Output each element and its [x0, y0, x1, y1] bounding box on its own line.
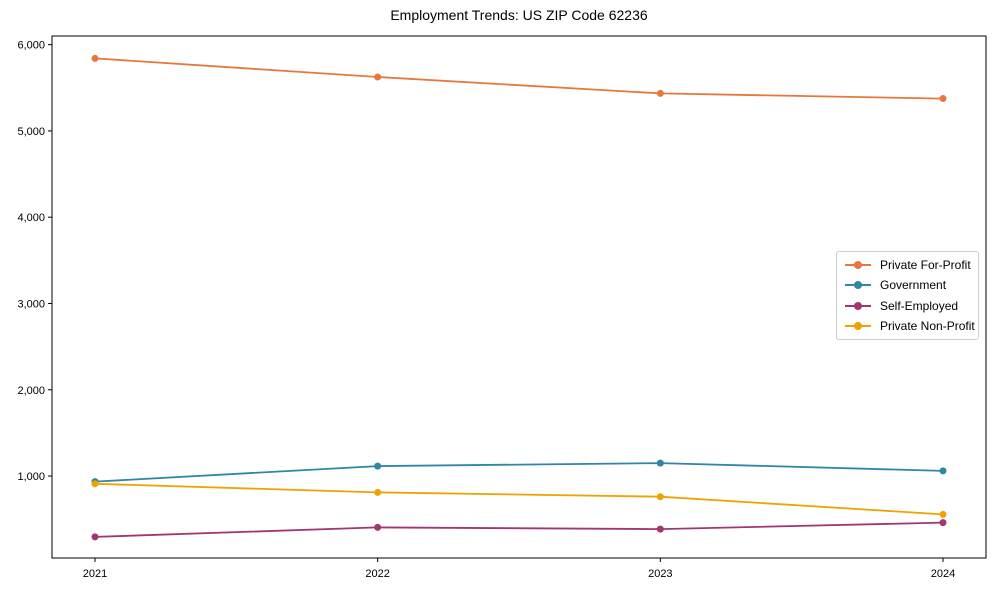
- chart-title: Employment Trends: US ZIP Code 62236: [390, 7, 648, 23]
- data-point-self-employed: [656, 525, 664, 533]
- legend-entry-private-for-profit: Private For-Profit: [845, 255, 974, 275]
- legend-entry-private-non-profit: Private Non-Profit: [845, 316, 975, 336]
- data-point-private-for-profit: [656, 89, 664, 97]
- legend-swatch-dot: [854, 281, 862, 290]
- data-point-private-for-profit: [374, 73, 382, 81]
- data-point-private-non-profit: [939, 510, 947, 518]
- x-tick-label: 2023: [648, 568, 672, 580]
- legend-label-private-non-profit: Private Non-Profit: [880, 318, 975, 333]
- y-tick-label: 4,000: [17, 212, 45, 224]
- legend-swatch-dot: [854, 321, 862, 330]
- data-point-self-employed: [91, 533, 99, 541]
- data-point-government: [374, 462, 382, 470]
- legend: Private For-Profit Government Self-Employe…: [836, 251, 979, 340]
- legend-line-marker-icon: [845, 301, 871, 310]
- x-tick-label: 2021: [83, 568, 107, 580]
- data-point-private-for-profit: [91, 54, 99, 62]
- legend-entry-government: Government: [845, 275, 974, 295]
- legend-label-private-for-profit: Private For-Profit: [880, 258, 971, 273]
- legend-label-self-employed: Self-Employed: [880, 298, 959, 313]
- series-line-self-employed: [94, 521, 944, 538]
- x-tick-label: 2022: [365, 568, 389, 580]
- legend-entry-self-employed: Self-Employed: [845, 296, 974, 316]
- legend-line-marker-icon: [845, 281, 871, 290]
- y-tick-label: 5,000: [17, 126, 45, 138]
- series-line-private-for-profit: [94, 57, 944, 100]
- data-point-self-employed: [939, 519, 947, 527]
- data-point-private-non-profit: [374, 488, 382, 496]
- y-tick-label: 3,000: [17, 298, 45, 310]
- legend-swatch-dot: [854, 261, 862, 270]
- data-point-self-employed: [374, 523, 382, 531]
- plot-frame: [51, 35, 987, 559]
- y-tick-label: 1,000: [17, 471, 45, 483]
- data-point-private-for-profit: [939, 95, 947, 103]
- y-tick-label: 2,000: [17, 385, 45, 397]
- data-point-private-non-profit: [656, 493, 664, 501]
- legend-line-marker-icon: [845, 261, 871, 270]
- series-line-government: [94, 462, 944, 483]
- y-tick-label: 6,000: [17, 40, 45, 52]
- data-point-government: [656, 459, 664, 467]
- x-tick-label: 2024: [931, 568, 955, 580]
- data-point-government: [939, 467, 947, 475]
- series-line-private-non-profit: [94, 482, 944, 516]
- legend-swatch-dot: [854, 301, 862, 310]
- data-point-private-non-profit: [91, 480, 99, 488]
- legend-line-marker-icon: [845, 321, 871, 330]
- legend-label-government: Government: [880, 278, 947, 293]
